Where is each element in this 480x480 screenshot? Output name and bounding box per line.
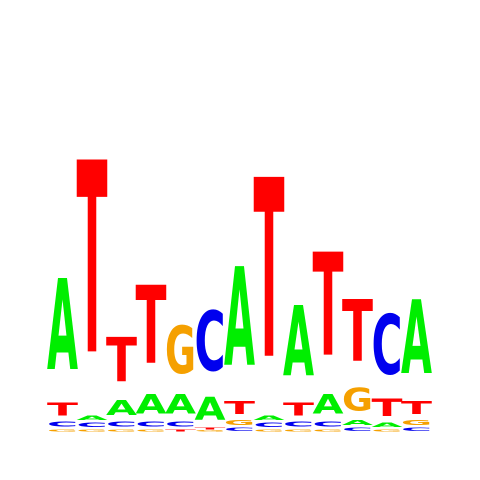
letter-a: A — [224, 239, 255, 398]
letter-g: G — [77, 429, 108, 432]
logo-columns: GCTAGCATGCATGCATTCAGGTACCGTAGCATGCTAGCAT… — [47, 108, 433, 433]
letter-a: A — [342, 418, 374, 427]
letter-g: G — [283, 429, 314, 432]
letter-c: C — [224, 427, 255, 432]
letter-t: T — [283, 400, 315, 421]
letter-g: G — [195, 430, 226, 432]
letter-t: T — [342, 284, 373, 382]
letter-c: C — [283, 420, 314, 429]
letter-g: G — [313, 429, 344, 432]
letter-g: G — [165, 312, 196, 389]
letter-c: C — [342, 427, 373, 432]
letter-a: A — [47, 253, 78, 398]
letter-c: C — [254, 422, 285, 429]
letter-a: A — [313, 389, 345, 420]
letter-t: T — [313, 224, 344, 388]
letter-c: C — [47, 420, 78, 429]
letter-g: G — [401, 418, 432, 426]
letter-a: A — [283, 287, 314, 399]
letter-a: A — [195, 391, 226, 427]
letter-c: C — [77, 422, 108, 429]
letter-a: A — [254, 415, 285, 422]
letter-t: T — [254, 128, 285, 414]
letter-c: C — [195, 296, 226, 390]
letter-t: T — [165, 429, 196, 433]
letter-c: C — [401, 427, 432, 432]
letter-a: A — [77, 415, 108, 422]
letter-a: A — [106, 395, 137, 420]
letter-g: G — [47, 429, 78, 432]
letter-c: C — [106, 420, 137, 429]
letter-t: T — [47, 400, 79, 421]
letter-c: C — [313, 420, 344, 429]
letter-t: T — [136, 265, 167, 389]
letter-a: A — [136, 389, 168, 420]
letter-g: G — [106, 429, 137, 432]
letter-c: C — [165, 420, 196, 429]
letter-t: T — [77, 108, 108, 415]
letter-t: T — [224, 398, 256, 419]
letter-g: G — [342, 383, 373, 419]
letter-c: C — [372, 300, 403, 394]
letter-a: A — [372, 421, 403, 428]
letter-t: T — [372, 394, 403, 422]
letter-a: A — [165, 389, 197, 420]
letter-c: C — [136, 420, 167, 429]
letter-t: T — [195, 427, 226, 431]
letter-t: T — [106, 324, 137, 395]
letter-g: G — [136, 429, 167, 432]
letter-g: G — [254, 429, 285, 432]
letter-g: G — [224, 418, 255, 426]
letter-a: A — [401, 281, 432, 398]
letter-t: T — [401, 398, 433, 419]
letter-g: G — [372, 429, 403, 432]
